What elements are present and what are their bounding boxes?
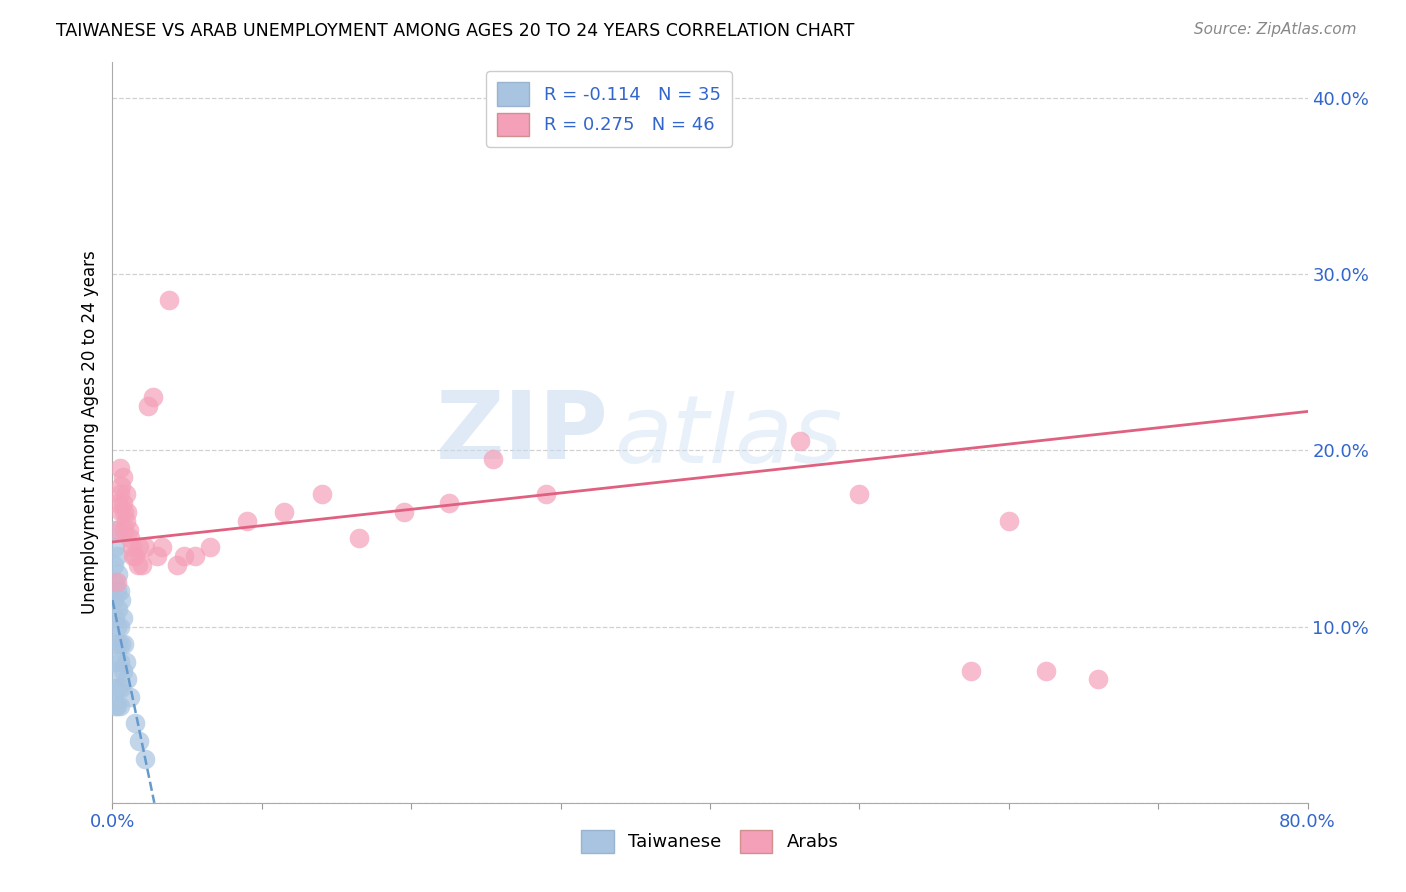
Point <box>115 514 138 528</box>
Point <box>104 540 127 554</box>
Point <box>166 558 188 572</box>
Point <box>131 558 153 572</box>
Point <box>173 549 195 563</box>
Point <box>347 532 370 546</box>
Point <box>108 487 131 501</box>
Point <box>998 514 1021 528</box>
Point <box>114 637 135 651</box>
Point <box>127 558 149 572</box>
Point <box>124 716 146 731</box>
Point <box>107 637 129 651</box>
Point <box>105 575 128 590</box>
Point <box>103 523 125 537</box>
Point <box>107 602 129 616</box>
Point <box>122 549 145 563</box>
Point <box>110 637 132 651</box>
Point <box>142 390 165 404</box>
Point <box>114 523 135 537</box>
Point <box>146 549 169 563</box>
Point <box>115 487 138 501</box>
Point <box>108 619 131 633</box>
Point <box>128 734 150 748</box>
Point <box>105 549 128 563</box>
Point <box>128 540 150 554</box>
Point <box>108 655 131 669</box>
Point <box>960 664 983 678</box>
Y-axis label: Unemployment Among Ages 20 to 24 years: Unemployment Among Ages 20 to 24 years <box>80 251 98 615</box>
Point <box>103 593 125 607</box>
Point <box>107 496 129 510</box>
Point <box>311 487 333 501</box>
Text: Source: ZipAtlas.com: Source: ZipAtlas.com <box>1194 22 1357 37</box>
Point <box>273 505 295 519</box>
Point <box>117 673 139 687</box>
Point <box>104 698 127 713</box>
Point <box>124 549 146 563</box>
Point <box>103 637 125 651</box>
Point <box>121 540 143 554</box>
Point <box>107 523 129 537</box>
Legend: Taiwanese, Arabs: Taiwanese, Arabs <box>574 822 846 861</box>
Point <box>104 575 127 590</box>
Point <box>107 681 129 696</box>
Point <box>105 584 128 599</box>
Point <box>150 540 173 554</box>
Point <box>134 540 156 554</box>
Text: ZIP: ZIP <box>436 386 609 479</box>
Point <box>117 505 139 519</box>
Point <box>104 610 127 624</box>
Point <box>111 664 134 678</box>
Point <box>236 514 259 528</box>
Point <box>108 698 131 713</box>
Text: TAIWANESE VS ARAB UNEMPLOYMENT AMONG AGES 20 TO 24 YEARS CORRELATION CHART: TAIWANESE VS ARAB UNEMPLOYMENT AMONG AGE… <box>56 22 855 40</box>
Point <box>111 496 134 510</box>
Point <box>482 452 505 467</box>
Point <box>104 655 127 669</box>
Point <box>108 461 131 475</box>
Point <box>437 496 460 510</box>
Point <box>110 593 132 607</box>
Point <box>111 469 134 483</box>
Point <box>1035 664 1057 678</box>
Point <box>108 584 131 599</box>
Point <box>110 505 132 519</box>
Point <box>111 610 134 624</box>
Point <box>110 681 132 696</box>
Point <box>183 549 205 563</box>
Point <box>120 690 142 704</box>
Point <box>1087 673 1109 687</box>
Point <box>392 505 415 519</box>
Point <box>103 681 125 696</box>
Point <box>120 532 142 546</box>
Point <box>110 478 132 492</box>
Point <box>105 619 128 633</box>
Point <box>157 293 180 308</box>
Point <box>789 434 811 449</box>
Point <box>107 566 129 581</box>
Point <box>198 540 221 554</box>
Point <box>105 664 128 678</box>
Text: atlas: atlas <box>614 391 842 482</box>
Point <box>105 698 128 713</box>
Point <box>115 655 138 669</box>
Point <box>534 487 557 501</box>
Point <box>138 399 160 413</box>
Point <box>118 523 141 537</box>
Point <box>103 558 125 572</box>
Point <box>114 505 135 519</box>
Point <box>134 752 156 766</box>
Point <box>848 487 870 501</box>
